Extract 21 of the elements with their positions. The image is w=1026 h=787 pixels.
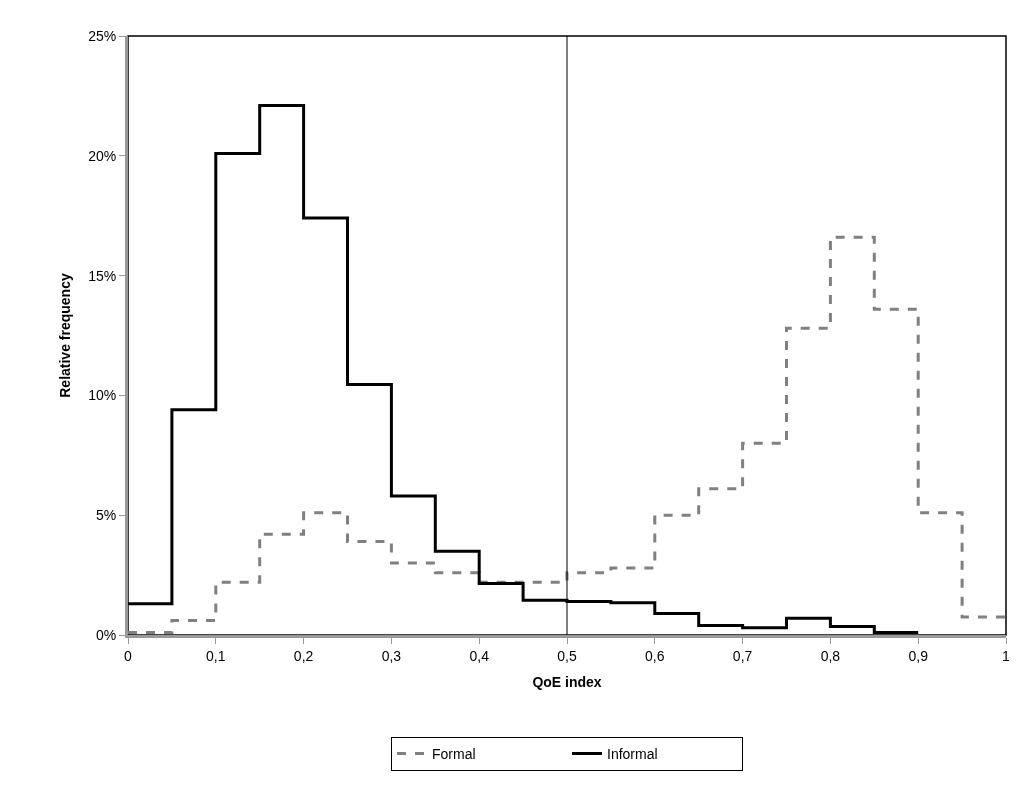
- x-tick-label: 1: [1002, 647, 1011, 664]
- y-tick-label: 20%: [88, 147, 117, 164]
- x-tick-label: 0: [124, 647, 133, 664]
- legend-label: Informal: [607, 745, 658, 762]
- x-tick-label: 0,6: [645, 647, 665, 664]
- y-tick-label: 15%: [88, 267, 117, 284]
- x-tick-label: 0,7: [732, 647, 753, 664]
- x-tick-label: 0,1: [206, 647, 226, 664]
- x-tick-label: 0,4: [469, 647, 490, 664]
- x-axis-title: QoE index: [532, 674, 602, 691]
- y-tick-label: 0%: [95, 626, 117, 643]
- y-tick-label: 5%: [95, 507, 117, 524]
- x-tick-label: 0,5: [557, 647, 577, 664]
- y-tick-label: 25%: [88, 27, 117, 44]
- x-tick-label: 0,3: [381, 647, 402, 664]
- x-tick-label: 0,8: [820, 647, 841, 664]
- legend-label: Formal: [432, 745, 476, 762]
- y-axis-title: Relative frequency: [56, 273, 73, 398]
- y-tick-label: 10%: [88, 387, 117, 404]
- x-tick-label: 0,9: [908, 647, 929, 664]
- x-tick-label: 0,2: [293, 647, 314, 664]
